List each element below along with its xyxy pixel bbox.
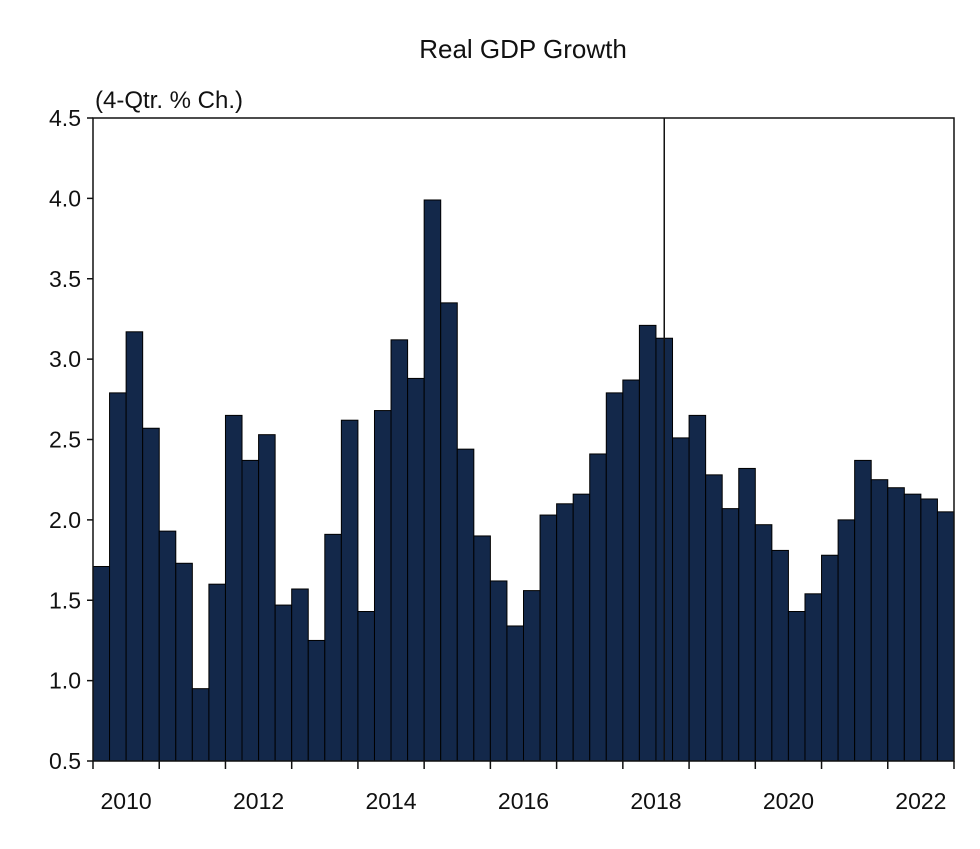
x-tick-label: 2020	[763, 788, 814, 814]
bar	[125, 331, 144, 762]
y-axis-unit-label: (4-Qtr. % Ch.)	[95, 87, 243, 114]
bar	[423, 199, 442, 762]
bar	[109, 392, 127, 762]
bar	[191, 688, 210, 762]
y-tick-label: 2.5	[49, 427, 81, 453]
y-axis: 0.5 1.0 1.5 2.0 2.5 3.0 3.5 4.0 4.5	[49, 105, 93, 774]
bar	[357, 611, 375, 762]
bar	[721, 508, 740, 762]
bar-series	[92, 199, 955, 762]
bar	[638, 324, 657, 762]
x-tick-label: 2010	[101, 788, 152, 814]
bar	[572, 493, 591, 762]
bar	[705, 474, 723, 762]
bar	[804, 593, 823, 762]
bar	[672, 437, 690, 762]
y-tick-label: 4.5	[49, 105, 81, 131]
bar	[175, 562, 193, 762]
x-tick-label: 2018	[630, 788, 681, 814]
bar	[771, 549, 789, 762]
y-tick-label: 1.5	[49, 587, 81, 613]
x-tick-label: 2012	[233, 788, 284, 814]
bar	[523, 590, 541, 762]
bar	[506, 625, 525, 762]
bar	[241, 459, 260, 762]
bar	[920, 498, 938, 762]
y-tick-label: 3.5	[49, 266, 81, 292]
bar	[589, 453, 607, 762]
bar	[489, 580, 508, 762]
bar	[870, 479, 889, 762]
bar	[456, 448, 475, 762]
chart-title: Real GDP Growth	[419, 34, 627, 64]
y-tick-label: 4.0	[49, 185, 81, 211]
y-tick-label: 1.0	[49, 668, 81, 694]
x-tick-label: 2014	[365, 788, 416, 814]
bar	[821, 554, 839, 762]
x-tick-label: 2022	[895, 788, 946, 814]
bar	[787, 611, 806, 762]
bar	[854, 459, 872, 762]
bar	[291, 588, 309, 762]
bar	[837, 519, 856, 762]
bar	[936, 511, 955, 762]
bar	[556, 503, 574, 762]
plot-frame	[92, 117, 955, 762]
y-tick-label: 2.0	[49, 507, 81, 533]
bar	[738, 467, 756, 762]
bar	[622, 379, 640, 762]
y-tick-label: 0.5	[49, 748, 81, 774]
bar	[605, 392, 624, 762]
bar	[324, 533, 342, 762]
bar	[473, 535, 491, 762]
y-tick-label: 3.0	[49, 346, 81, 372]
bar	[539, 514, 558, 762]
bar	[887, 487, 905, 762]
bar	[440, 302, 458, 762]
x-tick-label: 2016	[498, 788, 549, 814]
bar	[274, 604, 293, 762]
bar	[142, 427, 160, 762]
bar	[688, 414, 707, 762]
bar	[307, 639, 326, 762]
bar	[903, 493, 922, 762]
bar	[224, 414, 243, 762]
bar	[373, 410, 392, 762]
bar	[390, 339, 409, 762]
bar	[158, 530, 177, 762]
bar	[208, 583, 226, 762]
x-axis: 2010 2012 2014 2016 2018 2020 2022	[92, 761, 955, 814]
bar	[92, 565, 111, 762]
bar	[340, 419, 359, 762]
bar	[258, 434, 276, 762]
bar	[754, 524, 773, 762]
bar	[407, 377, 425, 762]
